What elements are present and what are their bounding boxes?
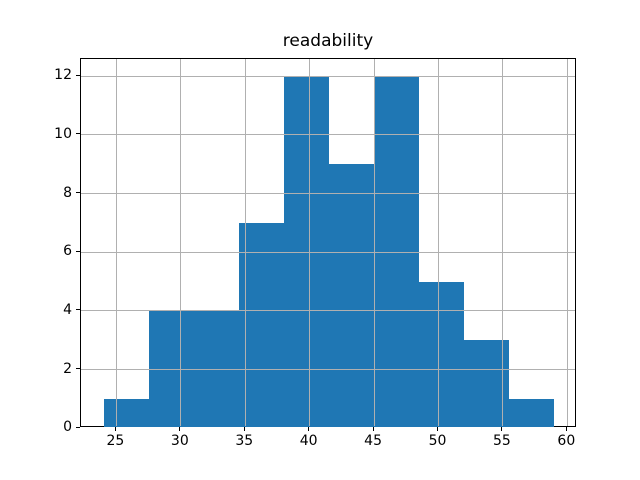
gridline-vertical [115,58,117,427]
y-tick-label: 0 [63,419,72,436]
x-tick-label: 55 [493,433,511,450]
x-tick-label: 45 [364,433,382,450]
x-tick-mark [308,427,310,432]
y-tick-label: 12 [54,67,72,84]
gridline-vertical [373,58,375,427]
y-tick-label: 6 [63,243,72,260]
y-tick-mark [76,74,80,76]
y-tick-label: 8 [63,184,72,201]
gridline-vertical [502,58,504,427]
y-tick-mark [76,309,80,311]
x-tick-mark [437,427,438,432]
gridline-horizontal [81,251,575,253]
gridline-horizontal [81,75,575,77]
x-tick-mark [501,427,503,432]
y-tick-label: 2 [63,360,72,377]
x-tick-label: 50 [428,433,447,450]
y-tick-mark [76,133,80,135]
y-tick-label: 10 [54,125,72,142]
gridline-horizontal [81,369,575,371]
histogram-bar [103,398,149,428]
x-tick-label: 30 [170,433,189,450]
gridline-vertical [438,58,439,427]
gridline-vertical [566,58,568,427]
gridline-horizontal [81,310,575,312]
x-tick-mark [179,427,181,432]
gridline-horizontal [81,134,575,136]
chart-title: readability [282,31,374,51]
x-tick-mark [114,427,116,432]
gridline-vertical [180,58,182,427]
plot-area [80,57,576,428]
gridline-vertical [309,58,311,427]
x-tick-label: 25 [106,433,125,450]
y-tick-mark [76,426,80,428]
x-tick-mark [372,427,374,432]
gridline-horizontal [81,193,575,195]
x-tick-mark [243,427,245,432]
histogram-bar [329,164,375,428]
histogram-bar [419,281,465,428]
gridline-vertical [244,58,246,427]
x-tick-label: 35 [235,433,254,450]
histogram-bar [464,340,510,428]
y-tick-mark [76,368,80,370]
histogram-bar [509,398,555,428]
x-tick-label: 60 [557,433,576,450]
x-tick-mark [565,427,567,432]
histogram-bar [238,222,284,428]
y-tick-mark [76,250,80,252]
y-tick-label: 4 [63,301,72,318]
y-tick-mark [76,192,80,194]
x-tick-label: 40 [299,433,318,450]
